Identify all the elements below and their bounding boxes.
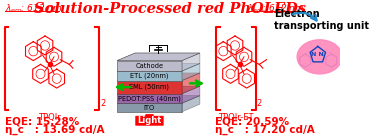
Polygon shape	[117, 53, 200, 61]
Polygon shape	[182, 53, 200, 71]
Bar	[117, 81, 182, 94]
Text: EML (50nm): EML (50nm)	[130, 84, 169, 90]
Text: Solution-Processed red PhOLEDs: Solution-Processed red PhOLEDs	[34, 2, 306, 16]
Text: Electron
transporting unit: Electron transporting unit	[274, 10, 369, 31]
Polygon shape	[182, 86, 200, 103]
Text: η_c   : 17.20 cd/A: η_c : 17.20 cd/A	[215, 125, 315, 135]
Bar	[117, 71, 182, 81]
Text: $\lambda_{em}$: 612 nm: $\lambda_{em}$: 612 nm	[5, 3, 62, 15]
Polygon shape	[117, 86, 200, 94]
Bar	[117, 94, 182, 103]
Polygon shape	[182, 96, 200, 112]
Text: η_c   : 13.69 cd/A: η_c : 13.69 cd/A	[5, 125, 104, 135]
Bar	[117, 61, 182, 71]
Text: EQE: 20.59%: EQE: 20.59%	[215, 117, 289, 126]
Text: TPQIr: TPQIr	[38, 113, 61, 122]
Polygon shape	[117, 53, 200, 61]
Polygon shape	[117, 64, 200, 71]
Text: $\lambda_{em}$: 612 nm: $\lambda_{em}$: 612 nm	[247, 3, 305, 15]
Polygon shape	[117, 73, 200, 81]
Polygon shape	[182, 64, 200, 81]
Text: N N: N N	[311, 52, 324, 57]
FancyBboxPatch shape	[135, 116, 163, 126]
Ellipse shape	[297, 40, 342, 74]
Text: TPQIr-ET: TPQIr-ET	[218, 113, 254, 122]
Bar	[117, 103, 182, 112]
Text: ETL (20nm): ETL (20nm)	[130, 72, 169, 79]
Polygon shape	[117, 96, 200, 103]
Text: 2: 2	[257, 99, 262, 108]
Text: 2: 2	[100, 99, 105, 108]
Text: Light: Light	[137, 116, 162, 125]
Text: Cathode: Cathode	[135, 63, 164, 69]
Text: PEDOT:PSS (40nm): PEDOT:PSS (40nm)	[118, 95, 181, 102]
Text: ITO: ITO	[144, 104, 155, 111]
Polygon shape	[182, 73, 200, 94]
Text: EQE: 15.28%: EQE: 15.28%	[5, 117, 79, 126]
